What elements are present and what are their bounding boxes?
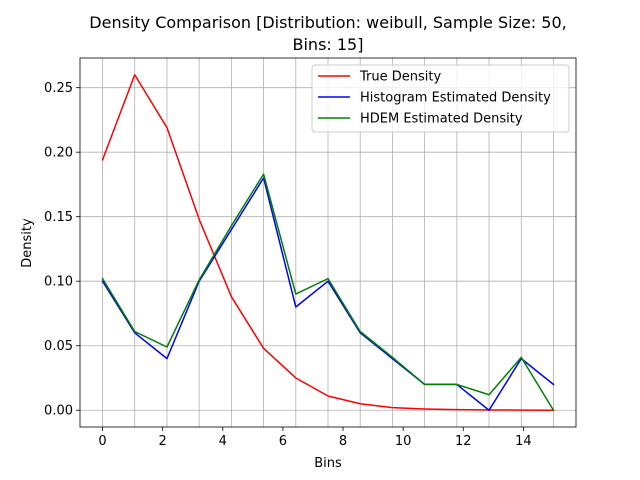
plot-frame: [79, 57, 577, 428]
legend-label-true-density: True Density: [359, 70, 441, 85]
y-tick-label: 0.20: [44, 146, 73, 161]
legend-label-histogram-estimated-density: Histogram Estimated Density: [360, 91, 551, 106]
chart-title-line-2: Bins: 15]: [293, 35, 364, 54]
y-tick-label: 0.15: [44, 210, 73, 225]
y-tick-label: 0.00: [44, 404, 73, 419]
series-line-true-density: [101, 74, 555, 411]
y-axis-label: Density: [20, 218, 35, 268]
x-tick-label: 2: [159, 434, 167, 449]
x-axis-label: Bins: [314, 456, 342, 471]
legend-box: [311, 64, 570, 133]
x-tick-label: 0: [98, 434, 106, 449]
axis-ticks: 0 2 4 6 8 10 12 14 0.00 0.05 0.10 0.15 0.20 0.25: [44, 81, 532, 449]
x-tick-label: 14: [515, 434, 532, 449]
series-line-histogram-estimated-density: [101, 177, 555, 411]
series-lines: [101, 74, 555, 412]
legend-label-hdem-estimated-density: HDEM Estimated Density: [360, 112, 523, 127]
x-tick-label: 12: [455, 434, 472, 449]
legend: True Density Histogram Estimated Density H…: [311, 64, 570, 133]
y-tick-label: 0.10: [44, 275, 73, 290]
x-tick-label: 8: [339, 434, 347, 449]
series-line-hdem-estimated-density: [101, 173, 555, 412]
x-tick-label: 6: [279, 434, 287, 449]
y-tick-label: 0.05: [44, 339, 73, 354]
x-tick-label: 4: [219, 434, 227, 449]
x-tick-label: 10: [395, 434, 412, 449]
chart-title-line-1: Density Comparison [Distribution: weibul…: [89, 13, 566, 32]
y-tick-label: 0.25: [44, 81, 73, 96]
